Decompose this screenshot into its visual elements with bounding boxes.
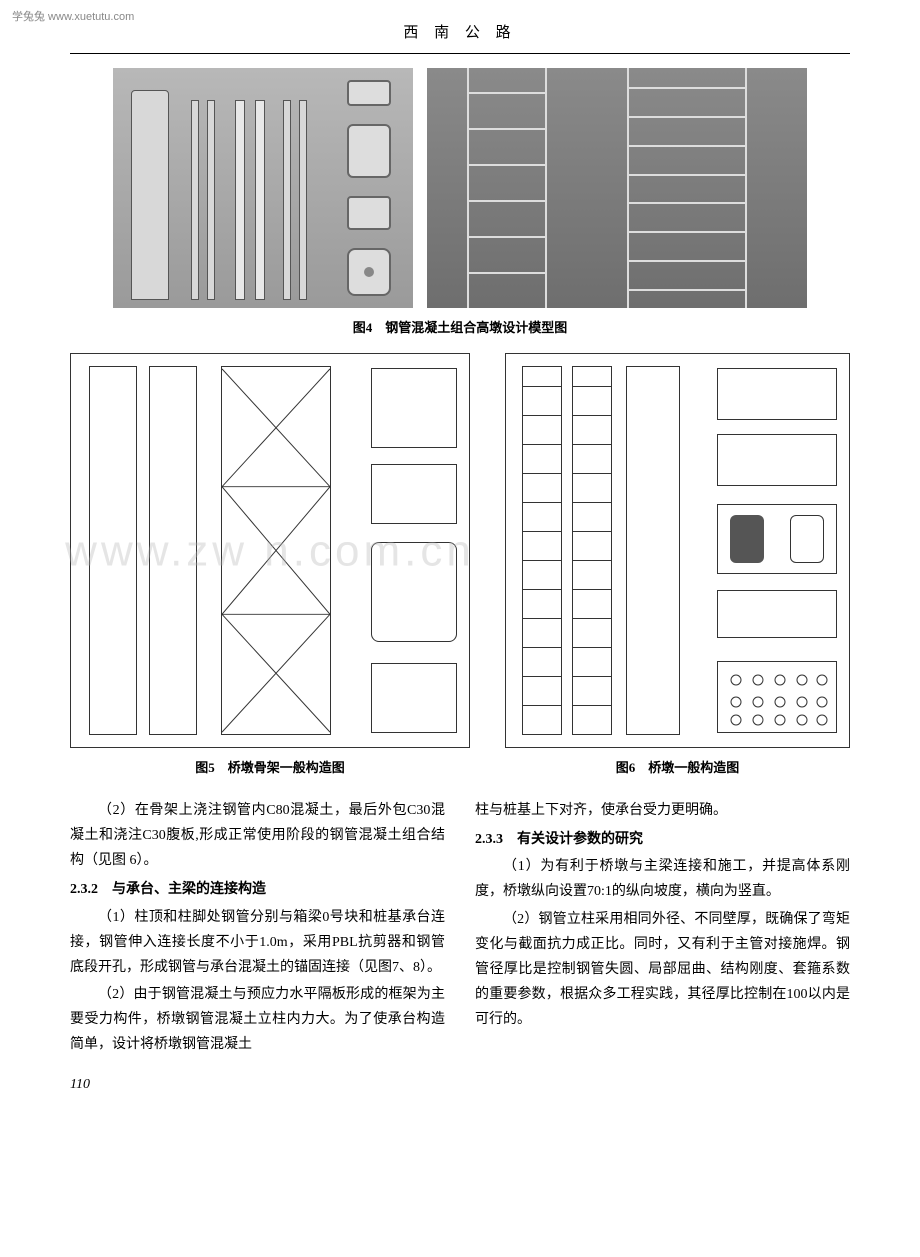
figure4-row xyxy=(70,68,850,308)
body-columns: （2）在骨架上浇注钢管内C80混凝土，最后外包C30混凝土和浇注C30腹板,形成… xyxy=(70,798,850,1060)
figure4-caption: 图4 钢管混凝土组合高墩设计模型图 xyxy=(70,316,850,339)
section-heading: 2.3.3 有关设计参数的研究 xyxy=(475,827,850,852)
figure56-row: www.zw n.com.cn xyxy=(70,353,850,748)
right-column: 柱与桩基上下对齐，使承台受力更明确。 2.3.3 有关设计参数的研究 （1）为有… xyxy=(475,798,850,1060)
body-paragraph: （2）在骨架上浇注钢管内C80混凝土，最后外包C30混凝土和浇注C30腹板,形成… xyxy=(70,798,445,874)
figure4-right-render xyxy=(427,68,807,308)
body-paragraph: （2）钢管立柱采用相同外径、不同壁厚，既确保了弯矩变化与截面抗力成正比。同时，又… xyxy=(475,907,850,1033)
body-paragraph: （1）为有利于桥墩与主梁连接和施工，并提高体系刚度，桥墩纵向设置70:1的纵向坡… xyxy=(475,854,850,904)
page-number: 110 xyxy=(70,1072,850,1097)
figure56-caption-row: 图5 桥墩骨架一般构造图 图6 桥墩一般构造图 xyxy=(70,756,850,779)
bolt-pattern-icon xyxy=(718,662,836,732)
figure5-caption: 图5 桥墩骨架一般构造图 xyxy=(70,756,470,779)
body-paragraph: 柱与桩基上下对齐，使承台受力更明确。 xyxy=(475,798,850,823)
section-heading: 2.3.2 与承台、主梁的连接构造 xyxy=(70,877,445,902)
figure4-left-render xyxy=(113,68,413,308)
figure6-drawing xyxy=(505,353,850,748)
left-column: （2）在骨架上浇注钢管内C80混凝土，最后外包C30混凝土和浇注C30腹板,形成… xyxy=(70,798,445,1060)
body-paragraph: （2）由于钢管混凝土与预应力水平隔板形成的框架为主要受力构件，桥墩钢管混凝土立柱… xyxy=(70,982,445,1058)
figure6-caption: 图6 桥墩一般构造图 xyxy=(505,756,850,779)
figure5-drawing: www.zw n.com.cn xyxy=(70,353,470,748)
body-paragraph: （1）柱顶和柱脚处钢管分别与箱梁0号块和桩基承台连接，钢管伸入连接长度不小于1.… xyxy=(70,905,445,981)
journal-title: 西 南 公 路 xyxy=(70,20,850,54)
truss-icon xyxy=(222,367,330,734)
page: 西 南 公 路 xyxy=(0,0,920,1127)
